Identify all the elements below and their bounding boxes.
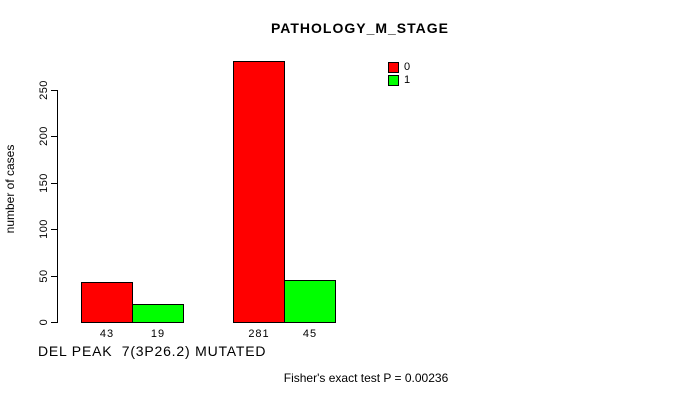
y-tick-label: 100 (38, 219, 50, 239)
y-tick-label: 150 (38, 173, 50, 193)
x-axis-label: DEL PEAK 7(3P26.2) MUTATED (38, 343, 267, 359)
y-axis-tick (51, 229, 57, 230)
y-axis-tick (51, 90, 57, 91)
y-tick-label: 250 (38, 80, 50, 100)
bar (132, 304, 184, 323)
legend-swatch (388, 62, 399, 73)
bar (81, 282, 133, 323)
y-tick-label: 200 (38, 126, 50, 146)
legend-entry: 1 (388, 75, 410, 86)
bar-value-label: 281 (248, 328, 270, 340)
y-axis-tick (51, 136, 57, 137)
bar-value-label: 43 (99, 328, 115, 340)
stat-annotation: Fisher's exact test P = 0.00236 (283, 371, 449, 385)
legend-label: 0 (404, 61, 411, 73)
y-tick-label: 0 (38, 318, 50, 326)
chart-title: PATHOLOGY_M_STAGE (270, 20, 449, 36)
y-axis-tick (51, 276, 57, 277)
bar-value-label: 45 (302, 328, 318, 340)
y-axis-line (57, 90, 58, 323)
y-axis-tick (51, 322, 57, 323)
legend-swatch (388, 75, 399, 86)
bar (284, 280, 336, 323)
legend-entry: 0 (388, 62, 410, 73)
bar-value-label: 19 (150, 328, 166, 340)
bar (233, 61, 285, 323)
y-axis-tick (51, 183, 57, 184)
legend-label: 1 (404, 74, 411, 86)
y-tick-label: 50 (38, 269, 50, 283)
